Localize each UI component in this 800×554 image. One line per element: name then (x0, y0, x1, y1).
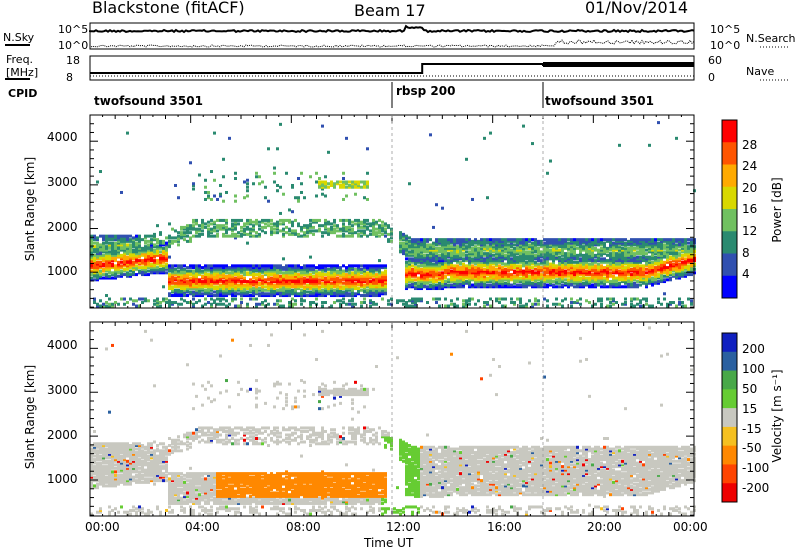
velocity-colorbar-swatch (722, 389, 737, 409)
nave-label: Nave (746, 65, 775, 78)
xtick-4: 16:00 (487, 520, 522, 534)
velocity-colorbar-swatch (722, 333, 737, 353)
velocity-colorbar-swatch (722, 408, 737, 428)
n-sky-tick-bottom: 10^0 (58, 39, 89, 52)
xtick-2: 08:00 (286, 520, 321, 534)
power-cb-tick-4: 4 (742, 267, 750, 281)
velocity-heatmap (90, 326, 696, 516)
power-ytick-4000: 4000 (47, 130, 78, 144)
velocity-colorbar-swatch (722, 370, 737, 390)
xtick-5: 20:00 (587, 520, 622, 534)
freq-label-line1: Freq. (6, 53, 34, 66)
vel-cb-tick-m15: -15 (742, 422, 762, 436)
vel-cb-tick-m200: -200 (742, 481, 770, 495)
nave-tick-top: 60 (708, 54, 722, 67)
velocity-colorbar-swatch (722, 464, 737, 484)
xtick-0: 00:00 (85, 520, 120, 534)
n-sky-trace (89, 24, 695, 34)
freq-panel-frame (89, 55, 695, 81)
velocity-ytick-3000: 3000 (47, 383, 78, 397)
noise-panel-frame (89, 22, 695, 50)
n-search-tick-bottom: 10^0 (710, 39, 741, 52)
date-label: 01/Nov/2014 (585, 0, 689, 17)
n-search-label: N.Search (746, 32, 796, 45)
vel-cb-tick-m100: -100 (742, 461, 770, 475)
power-colorbar-swatch (722, 186, 737, 210)
power-colorbar-swatch (722, 142, 737, 165)
power-cb-tick-16: 16 (742, 202, 758, 216)
power-cb-tick-20: 20 (742, 181, 758, 195)
velocity-ytick-2000: 2000 (47, 428, 78, 442)
freq-label-line2: [MHz] (6, 66, 39, 79)
freq-tick-bottom: 8 (66, 71, 73, 84)
power-colorbar-swatch (722, 253, 737, 277)
power-cb-tick-8: 8 (742, 246, 750, 260)
beam-label: Beam 17 (354, 1, 426, 20)
xlabel: Time UT (364, 536, 414, 550)
frequency-dense-band (543, 62, 694, 67)
vel-cb-tick-m50: -50 (742, 441, 762, 455)
xtick-1: 04:00 (185, 520, 220, 534)
cpid-segment-2: rbsp 200 (396, 84, 456, 98)
power-colorbar-swatch (722, 164, 737, 188)
power-colorbar-frame (721, 119, 738, 299)
chart-title: Blackstone (fitACF) (92, 0, 245, 17)
velocity-colorbar-swatch (722, 483, 737, 503)
vel-cb-tick-200: 200 (742, 342, 765, 356)
vel-cb-tick-15: 15 (742, 402, 758, 416)
noise-panel (5, 22, 790, 50)
power-colorbar-swatch (722, 120, 737, 143)
power-colorbar-swatch (722, 209, 737, 232)
colorbars (721, 119, 738, 503)
frequency-panel (5, 55, 790, 108)
power-cb-tick-24: 24 (742, 159, 758, 173)
power-cb-tick-28: 28 (742, 138, 758, 152)
vel-cb-tick-50: 50 (742, 382, 758, 396)
n-sky-tick-top: 10^5 (58, 23, 89, 36)
power-heatmap (90, 121, 696, 308)
power-ytick-3000: 3000 (47, 175, 78, 189)
n-search-trace (89, 38, 695, 48)
nave-tick-bottom: 0 (708, 71, 715, 84)
power-colorbar-swatch (722, 275, 737, 299)
velocity-colorbar-swatch (722, 445, 737, 465)
velocity-ytick-1000: 1000 (47, 472, 78, 486)
power-ytick-1000: 1000 (47, 264, 78, 278)
power-ytick-2000: 2000 (47, 220, 78, 234)
freq-tick-top: 18 (66, 54, 80, 67)
power-cb-tick-12: 12 (742, 224, 758, 238)
cpid-label: CPID (8, 87, 38, 100)
n-search-tick-top: 10^5 (710, 23, 741, 36)
xtick-6: 00:00 (673, 520, 708, 534)
power-colorbar-swatch (722, 231, 737, 254)
xtick-3: 12:00 (386, 520, 421, 534)
velocity-colorbar-swatch (722, 426, 737, 447)
cpid-segment-3: twofsound 3501 (545, 94, 654, 108)
velocity-ytick-4000: 4000 (47, 338, 78, 352)
velocity-colorbar-swatch (722, 351, 737, 372)
axes-frames (89, 114, 695, 517)
n-sky-label: N.Sky (3, 31, 35, 44)
vel-cb-tick-100: 100 (742, 362, 765, 376)
velocity-colorbar-frame (721, 332, 738, 503)
cpid-segment-1: twofsound 3501 (94, 94, 203, 108)
